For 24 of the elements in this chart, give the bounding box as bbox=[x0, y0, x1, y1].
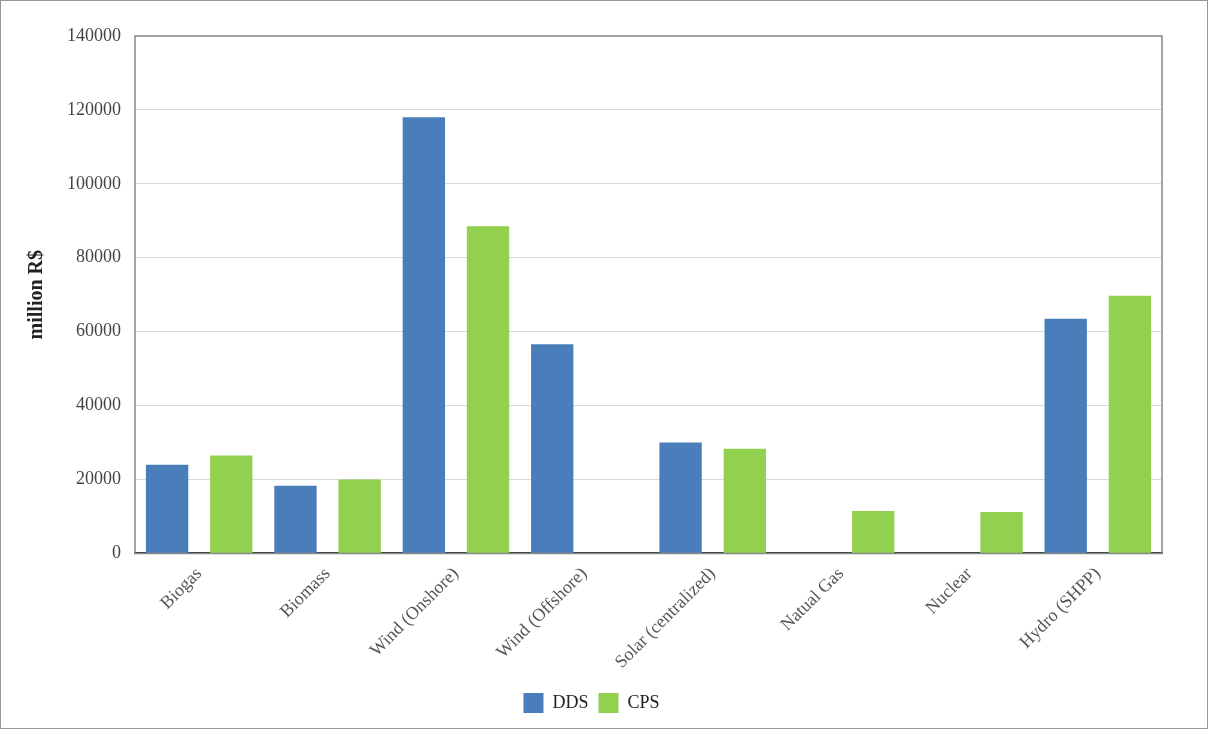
legend-label: CPS bbox=[627, 691, 660, 712]
bar bbox=[274, 485, 317, 553]
bar bbox=[1044, 318, 1087, 553]
bar bbox=[723, 448, 766, 553]
bar bbox=[1108, 295, 1152, 553]
y-tick-label: 0 bbox=[112, 542, 121, 563]
y-tick-label: 40000 bbox=[76, 394, 121, 415]
bar bbox=[466, 226, 510, 553]
y-tick-label: 20000 bbox=[76, 468, 121, 489]
bar bbox=[338, 479, 381, 553]
y-tick-label: 80000 bbox=[76, 246, 121, 267]
bar bbox=[980, 511, 1023, 553]
y-tick-label: 60000 bbox=[76, 320, 121, 341]
bar bbox=[659, 442, 702, 553]
bar bbox=[531, 344, 574, 553]
bar bbox=[402, 117, 446, 553]
bar bbox=[851, 510, 895, 553]
y-axis-title: million R$ bbox=[24, 249, 47, 340]
legend-label: DDS bbox=[552, 691, 589, 712]
y-tick-label: 120000 bbox=[67, 98, 121, 119]
bar bbox=[145, 464, 189, 553]
y-tick-label: 100000 bbox=[67, 172, 121, 193]
bar bbox=[210, 455, 253, 553]
y-tick-label: 140000 bbox=[67, 24, 121, 45]
